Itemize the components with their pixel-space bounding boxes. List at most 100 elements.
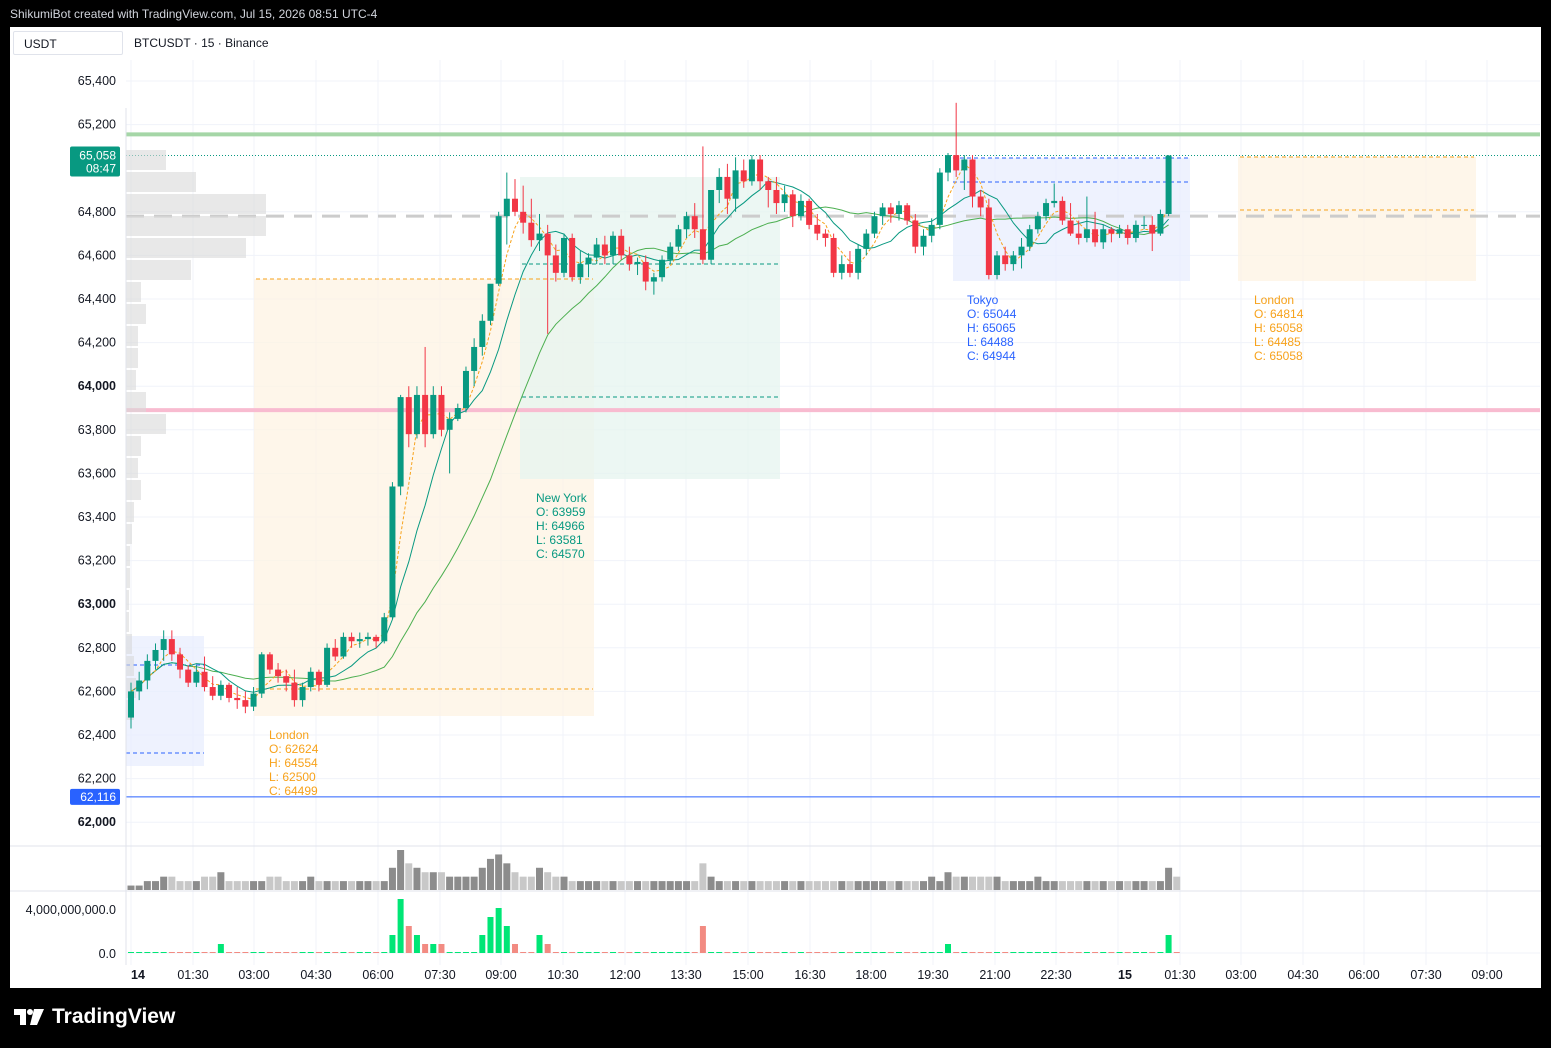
indicator-bar — [299, 952, 306, 953]
volume-bar — [1124, 881, 1132, 890]
candle-body — [1157, 213, 1164, 234]
indicator-bar — [740, 952, 747, 953]
session-label-high: H: 64554 — [269, 756, 318, 770]
session-label-open: O: 65044 — [967, 307, 1017, 321]
session-box — [520, 177, 780, 479]
candle-body — [438, 394, 445, 430]
volume-bar — [315, 881, 323, 890]
low-marker-badge — [70, 788, 120, 805]
candle-body — [1051, 200, 1058, 204]
indicator-bar — [283, 952, 290, 953]
volume-profile-bar — [126, 194, 266, 214]
volume-bar — [601, 881, 609, 890]
indicator-bar — [732, 952, 739, 953]
indicator-bar — [1108, 952, 1115, 953]
indicator-bar — [152, 952, 159, 953]
last-price-value: 65,058 — [79, 149, 116, 163]
session-label-open: O: 64814 — [1254, 307, 1304, 321]
indicator-bar — [765, 952, 772, 953]
indicator-bar — [544, 944, 551, 953]
candle-body — [136, 680, 143, 692]
indicator-bar — [830, 952, 837, 953]
volume-profile-bar — [126, 392, 146, 412]
volume-bar — [388, 867, 396, 890]
indicator-bar — [757, 952, 764, 953]
time-tick-label: 04:30 — [1287, 968, 1318, 982]
price-tick-label: 62,400 — [78, 728, 116, 742]
volume-bar — [969, 876, 977, 890]
volume-bar — [821, 881, 829, 890]
price-tick-label: 64,000 — [78, 379, 116, 393]
currency-label[interactable]: USDT — [13, 31, 123, 55]
volume-bar — [372, 881, 380, 890]
candle-body — [258, 654, 265, 694]
volume-bar — [1091, 881, 1099, 890]
volume-bar — [527, 876, 535, 890]
indicator-bar — [446, 952, 453, 953]
indicator-bar — [626, 952, 633, 953]
volume-bar — [560, 876, 568, 890]
candle-body — [1059, 200, 1066, 221]
ma-slow-line — [130, 206, 1169, 692]
candle-body — [503, 198, 510, 217]
candle-body — [1116, 229, 1123, 234]
candle-body — [234, 697, 241, 701]
candle-body — [781, 194, 788, 204]
tradingview-wordmark: TradingView — [52, 1005, 176, 1028]
indicator-bar — [462, 952, 469, 953]
candle-body — [846, 264, 853, 273]
indicator-bar — [1157, 952, 1164, 953]
indicator-bar — [797, 952, 804, 953]
volume-bar — [176, 881, 184, 890]
candle-body — [471, 346, 478, 371]
candle-body — [936, 172, 943, 225]
volume-profile-bar — [126, 480, 141, 500]
volume-profile-bar — [126, 458, 138, 478]
volume-bar — [495, 854, 503, 890]
volume-bar — [911, 881, 919, 890]
volume-profile-bar — [126, 590, 129, 610]
volume-profile-bar — [126, 634, 132, 654]
indicator-bar — [177, 952, 184, 953]
candle-body — [814, 224, 821, 234]
volume-bar — [903, 881, 911, 890]
indicator-bar — [1018, 952, 1025, 953]
price-tick-label: 63,400 — [78, 510, 116, 524]
session-label-low: L: 64485 — [1254, 335, 1301, 349]
indicator-bar — [1141, 952, 1148, 953]
candle-body — [1165, 155, 1172, 214]
volume-bar — [936, 881, 944, 890]
time-tick-label: 01:30 — [1164, 968, 1195, 982]
candle-body — [1043, 203, 1050, 217]
indicator-bar — [945, 944, 951, 953]
session-label-name: New York — [536, 491, 588, 505]
volume-profile-bar — [126, 326, 138, 346]
indicator-bar — [936, 952, 943, 953]
volume-bar — [797, 881, 805, 890]
time-tick-label: 18:00 — [855, 968, 886, 982]
indicator-bar — [806, 952, 813, 953]
price-tick-label: 63,000 — [78, 597, 116, 611]
candle-body — [552, 255, 559, 273]
candle-body — [152, 649, 159, 661]
candle-body — [242, 700, 249, 707]
indicator-bar — [1034, 952, 1041, 953]
indicator-bar — [691, 952, 698, 953]
indicator-bar — [855, 952, 862, 953]
volume-bar — [609, 881, 617, 890]
candle-body — [912, 220, 919, 247]
price-tick-label: 63,600 — [78, 466, 116, 480]
volume-profile-bar — [126, 656, 134, 676]
volume-bar — [1116, 881, 1124, 890]
indicator-bar — [1051, 952, 1058, 953]
candle-body — [855, 248, 862, 273]
indicator-bar — [242, 952, 249, 953]
price-tick-label: 63,800 — [78, 423, 116, 437]
session-label-name: Tokyo — [967, 293, 999, 307]
time-tick-label: 06:00 — [362, 968, 393, 982]
volume-bar — [740, 881, 748, 890]
volume-bar — [879, 881, 887, 890]
volume-bar — [838, 881, 846, 890]
volume-bar — [1050, 881, 1058, 890]
